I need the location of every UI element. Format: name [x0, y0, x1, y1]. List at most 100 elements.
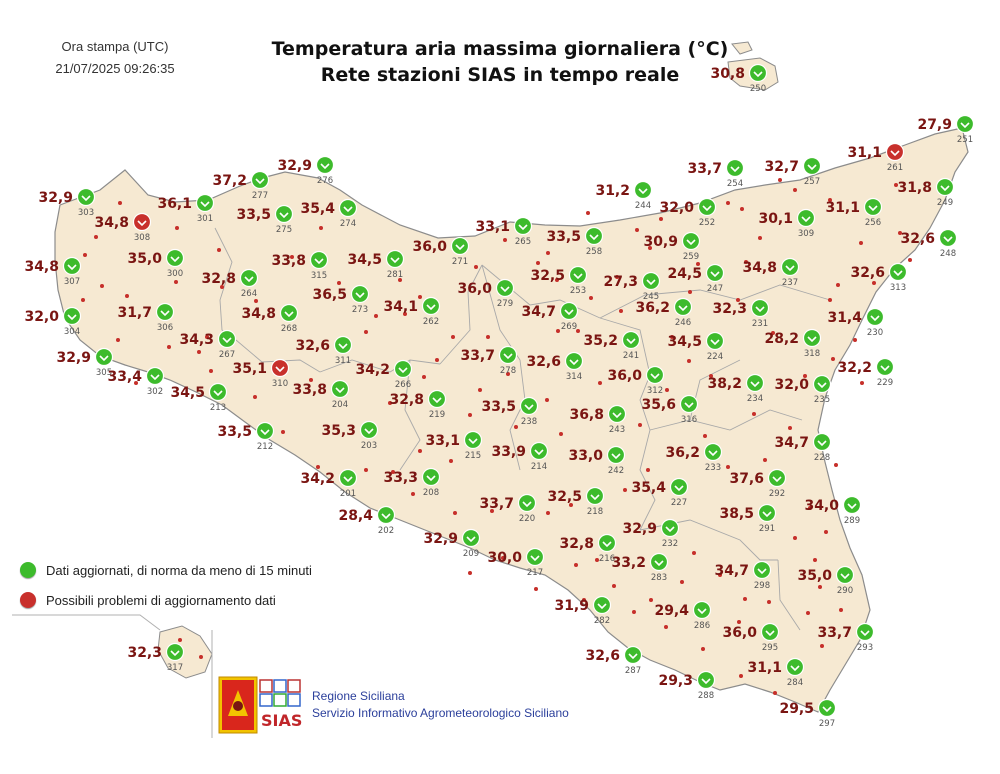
station-264[interactable]: 264 32,8	[201, 268, 259, 300]
station-318[interactable]: 318 28,2	[764, 328, 822, 360]
station-233[interactable]: 233 36,2	[665, 442, 723, 474]
station-value: 30,0	[487, 550, 522, 566]
station-257[interactable]: 257 32,7	[764, 156, 822, 188]
station-293[interactable]: 293 33,7	[817, 622, 875, 654]
station-288[interactable]: 288 29,3	[658, 670, 716, 702]
station-315[interactable]: 315 33,8	[271, 250, 329, 282]
station-230[interactable]: 230 31,4	[827, 307, 885, 339]
station-278[interactable]: 278 33,7	[460, 345, 518, 377]
station-check-icon	[573, 273, 583, 280]
station-308[interactable]: 308 34,8	[94, 212, 152, 244]
station-292[interactable]: 292 37,6	[729, 468, 787, 500]
station-243[interactable]: 243 36,8	[569, 404, 627, 436]
station-310[interactable]: 310 35,1	[232, 358, 290, 390]
station-307[interactable]: 307 34,8	[24, 256, 82, 288]
station-219[interactable]: 219 32,8	[389, 389, 447, 421]
station-283[interactable]: 283 33,2	[611, 552, 669, 584]
station-281[interactable]: 281 34,5	[347, 249, 405, 281]
station-273[interactable]: 273 36,5	[312, 284, 370, 316]
station-241[interactable]: 241 35,2	[583, 330, 641, 362]
station-245[interactable]: 245 27,3	[603, 271, 661, 303]
station-220[interactable]: 220 33,7	[479, 493, 537, 525]
station-242[interactable]: 242 33,0	[568, 445, 626, 477]
station-215[interactable]: 215 33,1	[425, 430, 483, 462]
station-262[interactable]: 262 34,1	[383, 296, 441, 328]
station-253[interactable]: 253 32,5	[530, 265, 588, 297]
station-267[interactable]: 267 34,3	[179, 329, 237, 361]
station-311[interactable]: 311 32,6	[295, 335, 353, 367]
station-275[interactable]: 275 33,5	[236, 204, 294, 236]
station-250[interactable]: 250 30,8	[710, 63, 768, 95]
station-234[interactable]: 234 38,2	[707, 373, 765, 405]
station-252[interactable]: 252 32,0	[659, 197, 717, 229]
station-249[interactable]: 249 31,8	[897, 177, 955, 209]
station-304[interactable]: 304 32,0	[24, 306, 82, 338]
station-274[interactable]: 274 35,4	[300, 198, 358, 230]
station-266[interactable]: 266 34,2	[355, 359, 413, 391]
station-214[interactable]: 214 33,9	[491, 441, 549, 473]
station-265[interactable]: 265 33,1	[475, 216, 533, 248]
station-229[interactable]: 229 32,2	[837, 357, 895, 389]
station-287[interactable]: 287 32,6	[585, 645, 643, 677]
station-271[interactable]: 271 36,0	[412, 236, 470, 268]
station-213[interactable]: 213 34,5	[170, 382, 228, 414]
station-279[interactable]: 279 36,0	[457, 278, 515, 310]
station-228[interactable]: 228 34,7	[774, 432, 832, 464]
station-312[interactable]: 312 36,0	[607, 365, 665, 397]
station-305[interactable]: 305 32,9	[56, 347, 114, 379]
station-309[interactable]: 309 30,1	[758, 208, 816, 240]
station-251[interactable]: 251 27,9	[917, 114, 975, 146]
station-295[interactable]: 295 36,0	[722, 622, 780, 654]
station-259[interactable]: 259 30,9	[643, 231, 701, 263]
station-284[interactable]: 284 31,1	[747, 657, 805, 689]
station-298[interactable]: 298 34,7	[714, 560, 772, 592]
station-217[interactable]: 217 30,0	[487, 547, 545, 579]
station-ok-icon	[607, 404, 627, 424]
station-291[interactable]: 291 38,5	[719, 503, 777, 535]
station-313[interactable]: 313 32,6	[850, 262, 908, 294]
station-302[interactable]: 302 33,4	[107, 366, 165, 398]
station-231[interactable]: 231 32,3	[712, 298, 770, 330]
station-256[interactable]: 256 31,1	[825, 197, 883, 229]
station-258[interactable]: 258 33,5	[546, 226, 604, 258]
station-237[interactable]: 237 34,8	[742, 257, 800, 289]
station-314[interactable]: 314 32,6	[526, 351, 584, 383]
station-232[interactable]: 232 32,9	[622, 518, 680, 550]
station-244[interactable]: 244 31,2	[595, 180, 653, 212]
station-277[interactable]: 277 37,2	[212, 170, 270, 202]
station-297[interactable]: 297 29,5	[779, 698, 837, 730]
station-238[interactable]: 238 33,5	[481, 396, 539, 428]
station-247[interactable]: 247 24,5	[667, 263, 725, 295]
station-235[interactable]: 235 32,0	[774, 374, 832, 406]
station-286[interactable]: 286 29,4	[654, 600, 712, 632]
station-254[interactable]: 254 33,7	[687, 158, 745, 190]
station-216[interactable]: 216 32,8	[559, 533, 617, 565]
station-202[interactable]: 202 28,4	[338, 505, 396, 537]
station-268[interactable]: 268 34,8	[241, 303, 299, 335]
station-201[interactable]: 201 34,2	[300, 468, 358, 500]
station-316[interactable]: 316 35,6	[641, 394, 699, 426]
station-289[interactable]: 289 34,0	[804, 495, 862, 527]
station-300[interactable]: 300 35,0	[127, 248, 185, 280]
station-212[interactable]: 212 33,5	[217, 421, 275, 453]
station-203[interactable]: 203 35,3	[321, 420, 379, 452]
station-248[interactable]: 248 32,6	[900, 228, 958, 260]
station-317[interactable]: 317 32,3	[127, 642, 185, 674]
station-261[interactable]: 261 31,1	[847, 142, 905, 174]
station-227[interactable]: 227 35,4	[631, 477, 689, 509]
station-301[interactable]: 301 36,1	[157, 193, 215, 225]
station-282[interactable]: 282 31,9	[554, 595, 612, 627]
station-306[interactable]: 306 31,7	[117, 302, 175, 334]
station-276[interactable]: 276 32,9	[277, 155, 335, 187]
station-269[interactable]: 269 34,7	[521, 301, 579, 333]
station-246[interactable]: 246 36,2	[635, 297, 693, 329]
station-224[interactable]: 224 34,5	[667, 331, 725, 363]
minor-station-dot	[220, 285, 224, 289]
station-209[interactable]: 209 32,9	[423, 528, 481, 560]
station-204[interactable]: 204 33,8	[292, 379, 350, 411]
station-290[interactable]: 290 35,0	[797, 565, 855, 597]
station-303[interactable]: 303 32,9	[38, 187, 96, 219]
station-208[interactable]: 208 33,3	[383, 467, 441, 499]
station-218[interactable]: 218 32,5	[547, 486, 605, 518]
